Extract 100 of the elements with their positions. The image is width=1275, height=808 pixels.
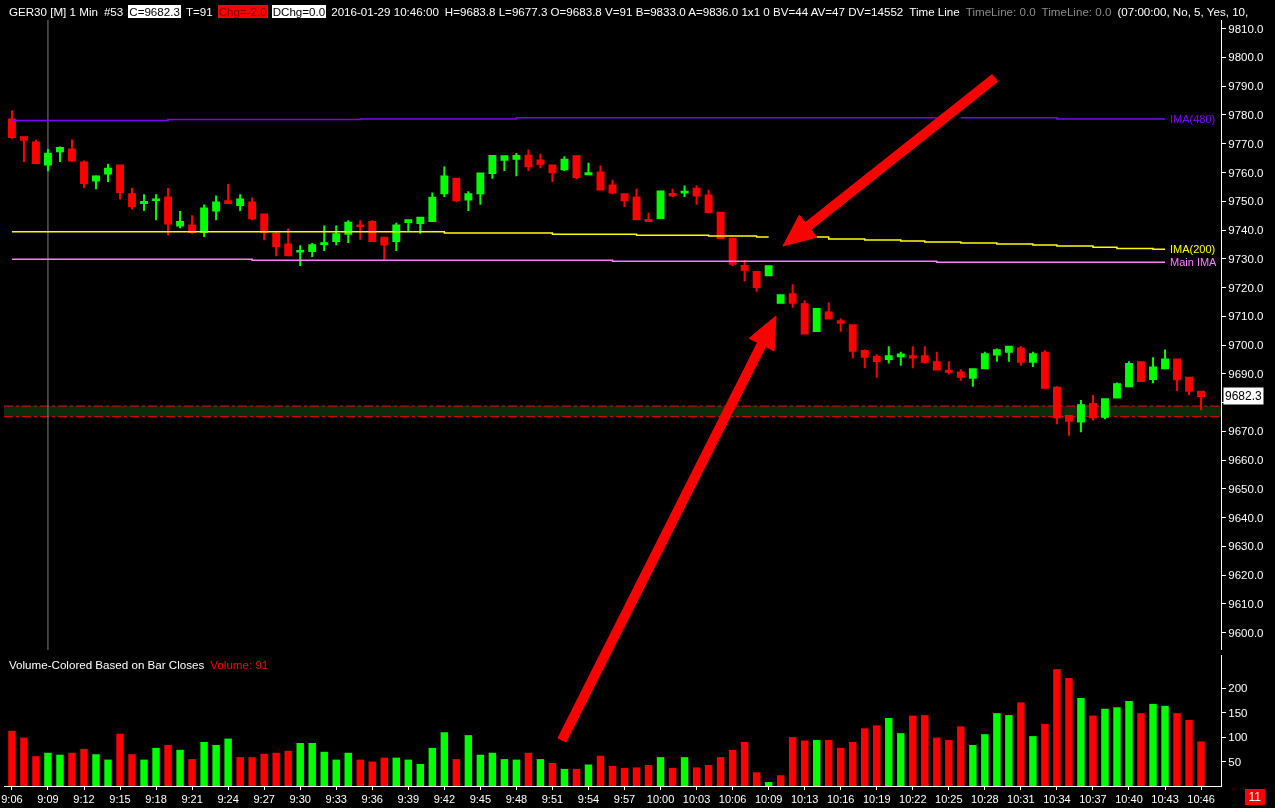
y-tick-label: 9690.0 [1228,367,1264,380]
bar [20,737,28,786]
text: Chg=-2.0 [217,5,268,18]
candlestick [104,162,112,183]
candlestick [56,145,64,164]
x-tick-label: 10:13 [790,793,819,806]
x-tick-label: 9:24 [217,793,239,806]
series-label: Main IMA [1170,256,1218,268]
candlestick [800,299,809,335]
candlestick [284,227,293,258]
candlestick [440,165,449,198]
x-tick-label: 9:15 [109,793,131,806]
bar [476,754,485,786]
candlestick [1137,361,1145,383]
text: T=91 [184,5,214,18]
y-tick-label: 9810.0 [1228,22,1264,35]
bar [8,730,16,786]
text: (07:00:00, No, 5, Yes, 10, [1116,5,1250,18]
bar [296,742,304,786]
bar [152,747,160,786]
annotation: Volume: 91 [209,658,270,671]
bar [644,764,653,786]
bar [128,754,136,786]
bar [560,768,569,786]
candlestick [812,307,821,332]
bar [236,757,244,786]
bar [1053,669,1061,786]
candlestick [896,350,905,367]
bar [284,750,292,786]
text: 11 [1244,789,1265,805]
bar [1137,713,1145,786]
y-tick-label: 9760.0 [1228,166,1264,179]
x-tick-label: 10:46 [1187,793,1215,806]
x-tick-label: 10:03 [682,793,711,806]
x-tick-label: 9:06 [1,793,23,806]
text: DChg=0.0 [271,5,327,18]
x-tick-label: 9:18 [145,793,167,806]
bar [752,772,761,786]
y-tick-label: 9640.0 [1228,511,1264,524]
bar [680,757,689,786]
x-tick-label: 9:48 [505,793,528,806]
x-tick-label: 9:42 [433,793,456,806]
bar [416,764,425,786]
bar [68,752,76,786]
bar [1077,698,1085,786]
bar [873,725,881,786]
bar [788,737,797,786]
bar [464,735,473,786]
bar [260,753,268,786]
x-tick-label: 10:34 [1043,793,1071,806]
y-tick-label: 9740.0 [1228,224,1264,237]
candlestick [980,350,989,370]
x-tick-label: 9:09 [37,793,59,806]
candlestick [884,345,893,365]
bar [1017,702,1025,786]
y-tick-label: 200 [1228,682,1248,695]
x-tick-label: 10:00 [646,793,675,806]
x-tick-label: 9:33 [325,793,347,806]
bar [1005,715,1013,786]
y-tick-label: 9670.0 [1228,425,1264,438]
bar [897,733,905,786]
candlestick [1016,344,1025,367]
bar [1101,708,1109,786]
bar [885,718,893,786]
bar [500,759,509,786]
bar [716,757,725,786]
bar [488,752,497,786]
bar [212,744,220,786]
candlestick [1004,344,1013,363]
series-label: IMA(200) [1170,243,1216,255]
x-tick-label: 9:30 [289,793,311,806]
bar [909,715,917,786]
bar [921,715,929,786]
bar [308,742,316,786]
bar [344,752,352,786]
candlestick [272,230,281,258]
x-tick-label: 10:22 [899,793,927,806]
candlestick [164,187,173,237]
y-tick-label: 150 [1228,706,1248,719]
candlestick [188,214,197,234]
candlestick [728,237,737,267]
bar [1173,713,1181,786]
candlestick [848,324,857,360]
candlestick [260,213,269,242]
candlestick [548,164,557,183]
y-tick-label: 9720.0 [1228,281,1264,294]
candlestick [968,368,977,388]
candlestick [68,138,76,164]
x-tick-label: 9:39 [397,793,420,806]
bar [584,764,593,786]
bar [248,757,256,786]
bar [1161,705,1169,786]
candlestick [932,350,941,371]
x-tick-label: 9:21 [181,793,203,806]
chart-title: Volume-Colored Based on Bar Closes [8,658,206,671]
bar [969,744,977,786]
candlestick [1161,348,1169,370]
text: #53 [102,5,125,18]
candlestick [152,193,161,222]
bar [728,749,737,786]
